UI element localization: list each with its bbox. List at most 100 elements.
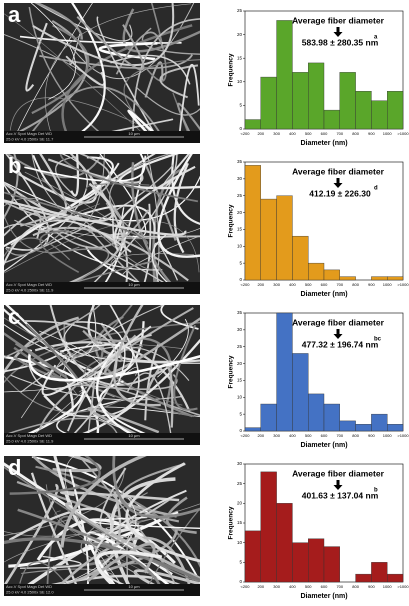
fiber [122,8,200,53]
fiber [135,86,200,116]
bar [308,393,325,432]
bar [308,262,325,281]
x-tick-label: 800 [352,131,359,136]
scale-label: 10 μm [128,131,140,136]
x-tick-label: >1000 [397,282,409,287]
x-tick-label: >1000 [397,131,409,136]
mean-text: 412.19 ± 226.30 [309,188,371,198]
panel-label: a [8,2,21,27]
arrow [333,329,343,339]
fiber [123,59,200,123]
y-tick-label: 5 [239,260,242,265]
fiber [8,510,179,568]
y-tick-label: 20 [237,32,243,37]
fiber [74,321,126,383]
sem-info: 25.0 kV 4.0 2500x SE 11.9 [6,439,54,444]
panel-label: b [8,153,21,178]
y-tick-label: 35 [237,310,243,315]
y-tick-label: 35 [237,159,243,164]
fiber [125,462,200,563]
fiber [157,154,200,258]
x-tick-label: 900 [368,131,375,136]
fiber [177,63,200,143]
x-tick-label: 700 [336,282,343,287]
fiber [31,24,90,115]
fiber [109,154,171,239]
y-tick-label: 15 [237,55,243,60]
panel-label: c [8,304,20,329]
x-tick-label: 900 [368,433,375,438]
fiber [46,305,165,376]
x-tick-label: 800 [352,433,359,438]
bar [371,413,388,432]
fiber [173,162,189,254]
y-tick-label: 10 [237,79,243,84]
fiber [9,97,172,142]
fiber [93,516,200,530]
fiber [39,229,80,274]
fiber [23,86,168,143]
x-tick-label: 900 [368,282,375,287]
sem-info: Acc.V Spot Magn Det WD [6,584,52,589]
x-tick-label: 800 [352,584,359,589]
fiber [157,318,189,378]
annotation: Average fiber diameter [292,317,384,327]
fiber [160,305,199,330]
sem-info: 25.0 kV 4.0 2500x SE 11.7 [6,137,54,142]
fiber [65,502,200,581]
x-tick-label: 500 [305,584,312,589]
fiber [28,349,200,382]
annotation: Average fiber diameter [292,468,384,478]
fiber [4,219,132,267]
y-tick-label: 0 [239,579,242,584]
fiber [4,154,19,220]
bar [292,542,309,583]
fiber [159,64,199,99]
annotation: Average fiber diameter [292,15,384,25]
fiber [113,305,161,407]
fiber [146,363,174,428]
fiber [113,165,196,252]
y-tick-label: 15 [237,520,243,525]
fiber [59,154,199,203]
bar [260,76,277,130]
fiber [4,332,67,379]
bar [308,538,325,583]
x-tick-label: 500 [305,282,312,287]
mean-text: 583.98 ± 280.35 nm [302,37,379,47]
fiber [81,154,178,294]
x-tick-label: 300 [273,131,280,136]
fiber [4,237,71,261]
fiber [60,491,180,502]
fiber [70,154,80,197]
mean-sup: b [374,488,378,494]
fiber [25,22,48,92]
bar [292,353,309,432]
y-tick-label: 0 [239,277,242,282]
scale-label: 10 μm [128,433,140,438]
bar [339,72,356,130]
fiber [9,456,101,495]
x-tick-label: 600 [321,433,328,438]
x-tick-label: 200 [257,433,264,438]
x-tick-label: 700 [336,131,343,136]
fiber [4,220,200,274]
bar [244,530,262,583]
y-tick-label: 25 [237,344,243,349]
x-tick-label: 400 [289,584,296,589]
y-tick-label: 5 [239,560,242,565]
fiber [67,334,152,432]
x-tick-label: 300 [273,282,280,287]
x-tick-label: <200 [240,584,250,589]
mean-sup: a [374,35,378,41]
fiber [108,232,200,238]
bar [276,312,293,432]
bar [323,546,341,583]
x-tick-label: 600 [321,282,328,287]
x-tick-label: 1000 [383,131,393,136]
y-tick-label: 30 [237,461,243,466]
y-tick-label: 5 [239,411,242,416]
fiber [8,507,115,542]
mean-text: 401.63 ± 137.04 nm [302,490,379,500]
bar [387,276,404,281]
